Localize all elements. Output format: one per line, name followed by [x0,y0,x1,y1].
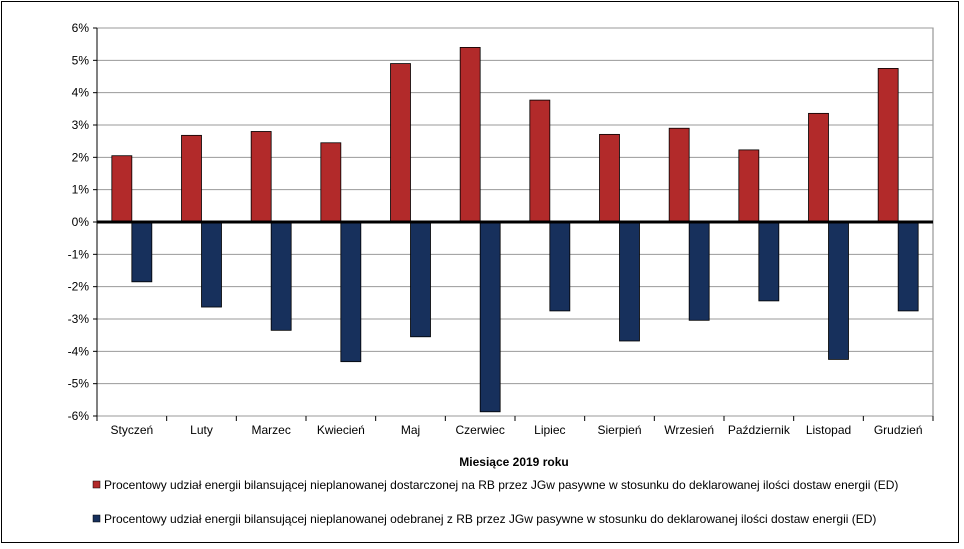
bar-series-1 [320,142,342,223]
x-tick-label: Styczeń [110,423,153,437]
bar-series-2 [270,221,292,331]
x-tick-label: Lipiec [534,423,565,437]
x-tick-label: Grudzień [874,423,923,437]
x-tick-label: Maj [401,423,420,437]
y-tick-label: 6% [72,21,90,35]
y-axis-ticks: -6% -5% -4% -3% -2% -1% 0% 1% 2% 3% 4% 5% 6% [68,21,98,423]
y-tick-label: -5% [68,377,90,391]
x-tick-label: Październik [728,423,791,437]
x-tick-label: Marzec [251,423,290,437]
bar-series-1 [668,127,690,223]
y-tick-label: -4% [68,344,90,358]
y-tick-label: 5% [72,53,90,67]
y-tick-label: -6% [68,409,90,423]
bars [97,47,933,413]
x-tick-label: Luty [190,423,213,437]
bar-series-1 [390,63,411,223]
bar-series-1 [250,131,272,223]
x-tick-label: Kwiecień [317,423,365,437]
legend-label-series-2: Procentowy udział energii bilansującej n… [104,512,876,526]
bar-series-1 [877,68,899,223]
legend-swatch-series-1 [92,480,101,489]
legend-swatch-series-2 [92,514,101,523]
y-tick-label: 3% [72,118,90,132]
x-tick-label: Listopad [806,423,851,437]
x-axis-label: Miesiące 2019 roku [459,455,568,469]
y-tick-label: 4% [72,86,90,100]
bar-series-1 [599,133,620,223]
bar-series-2 [340,221,362,363]
legend: Procentowy udział energii bilansującej n… [92,478,898,526]
bar-series-1 [529,99,551,223]
bar-series-2 [549,221,571,312]
bar-series-2 [758,221,780,302]
bar-series-1 [459,47,481,223]
bar-series-2 [619,221,640,342]
bar-series-2 [479,221,501,413]
x-tick-label: Sierpień [597,423,641,437]
bar-series-2 [897,221,919,312]
x-tick-label: Czerwiec [455,423,504,437]
bar-series-1 [181,134,202,223]
bar-series-2 [131,221,153,283]
y-tick-label: -1% [68,247,90,261]
bar-series-1 [111,155,133,223]
bar-series-2 [201,221,222,308]
y-tick-label: -3% [68,312,90,326]
x-axis-ticks: Styczeń Luty Marzec Kwiecień Maj Czerwiec Lipi… [96,416,934,437]
y-tick-label: 2% [72,150,90,164]
x-tick-label: Wrzesień [664,423,714,437]
legend-label-series-1: Procentowy udział energii bilansującej n… [104,478,898,492]
bar-series-2 [828,221,849,360]
y-tick-label: 1% [72,183,90,197]
bar-series-2 [688,221,710,321]
y-tick-label: -2% [68,280,90,294]
bar-series-1 [808,112,829,223]
bar-series-2 [410,221,431,338]
y-tick-label: 0% [72,215,90,229]
bar-series-1 [738,149,760,223]
